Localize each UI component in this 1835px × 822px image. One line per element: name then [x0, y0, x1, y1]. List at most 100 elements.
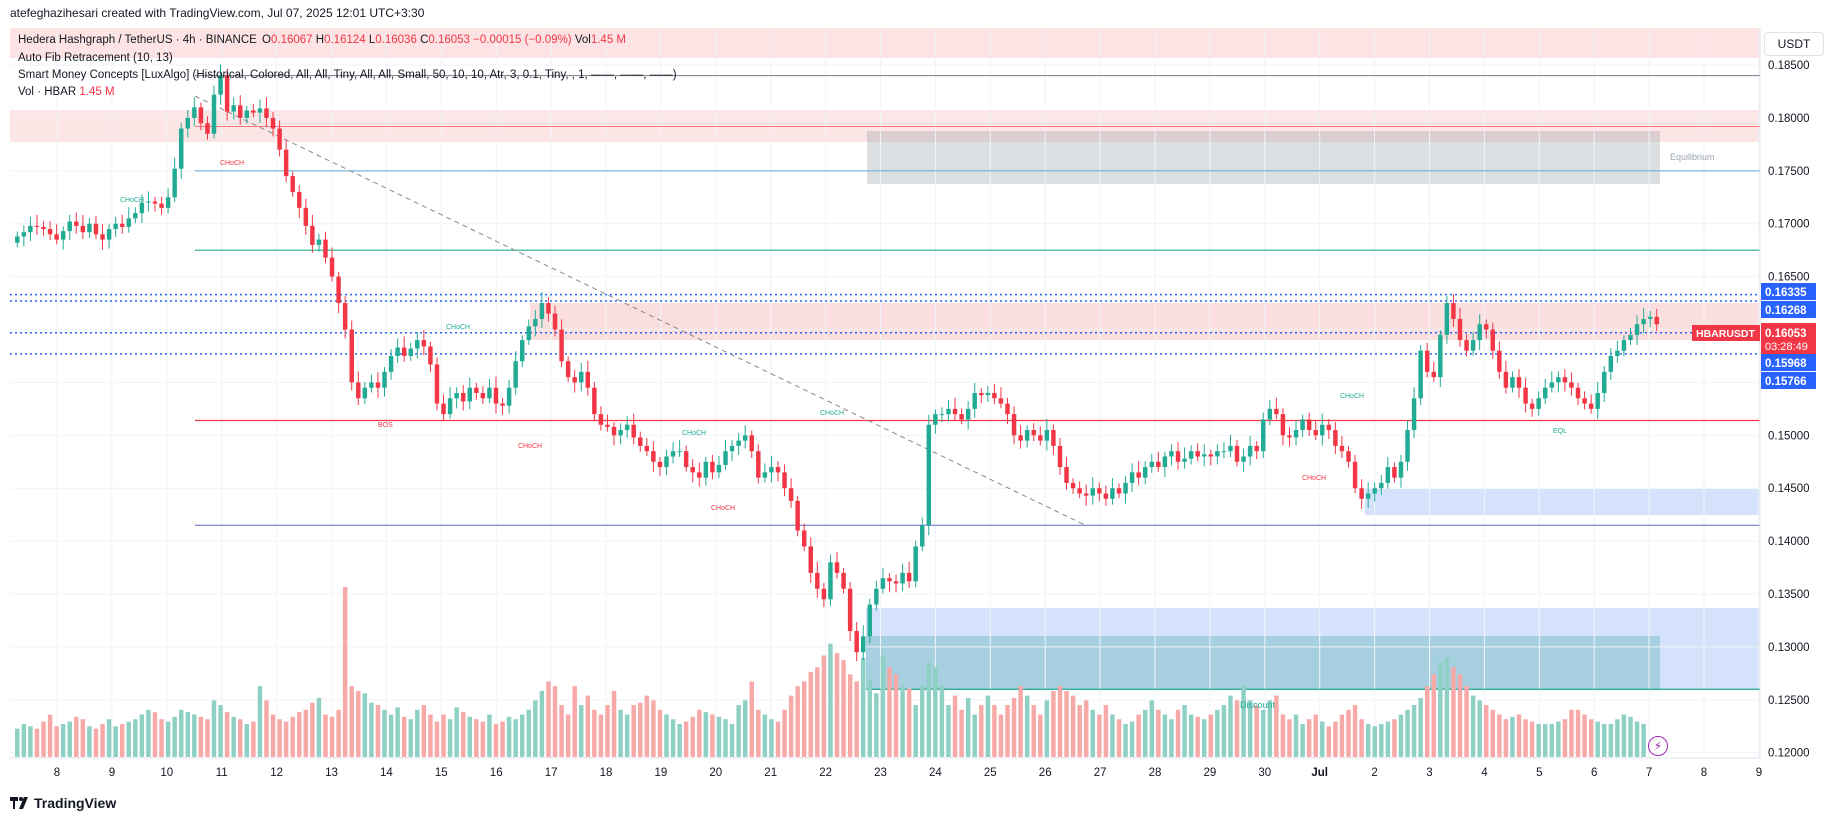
- y-tick-label: 0.12500: [1768, 695, 1810, 707]
- candle-body: [1352, 461, 1358, 489]
- candle-body: [946, 408, 951, 415]
- candle-body: [408, 348, 413, 356]
- candle-body: [533, 318, 538, 327]
- lightning-icon[interactable]: ⚡: [1648, 736, 1668, 756]
- candle-body: [349, 329, 354, 383]
- volume-bar: [1379, 723, 1384, 757]
- candle-body: [605, 424, 610, 427]
- y-tick-label: 0.17000: [1768, 219, 1810, 231]
- legend-volume[interactable]: Vol · HBAR 1.45 M: [18, 86, 115, 98]
- volume-bar: [1385, 721, 1391, 757]
- volume-bar: [198, 716, 204, 757]
- candle-body: [1359, 488, 1364, 499]
- volume-bar: [428, 714, 433, 757]
- candle-body: [1470, 340, 1476, 351]
- candle-body: [1116, 488, 1122, 494]
- candle-body: [664, 456, 669, 468]
- candle-body: [28, 225, 33, 233]
- currency-selector[interactable]: USDT: [1764, 32, 1824, 56]
- volume-bar: [1044, 700, 1050, 757]
- candle-body: [480, 393, 486, 399]
- volume-bar: [185, 712, 191, 757]
- candle-body: [1083, 493, 1089, 496]
- volume-bar: [1188, 714, 1194, 757]
- volume-bar: [375, 705, 381, 757]
- candle-body: [1162, 456, 1168, 468]
- candle-body: [1070, 482, 1076, 489]
- volume-bar: [664, 714, 669, 757]
- candle-body: [1411, 398, 1417, 431]
- y-axis: 0.18500 0.18000 0.17500 0.17000 0.16500 0.160…: [1768, 60, 1810, 760]
- volume-bar: [1097, 714, 1102, 757]
- volume-bar: [434, 721, 440, 757]
- bos-label: BOS: [378, 422, 393, 429]
- candle-body: [1385, 467, 1391, 483]
- candle-body: [697, 472, 702, 478]
- price-label-bg: [1761, 372, 1816, 389]
- candle-body: [1057, 445, 1063, 468]
- candle-body: [677, 451, 682, 453]
- candle-body: [21, 232, 27, 237]
- x-tick-label: 19: [655, 767, 668, 779]
- volume-bar: [1418, 697, 1423, 757]
- candle-body: [1215, 451, 1220, 457]
- volume-bar: [297, 712, 302, 757]
- volume-bar: [1182, 705, 1187, 757]
- candle-body: [1464, 340, 1469, 351]
- choch-label: CHoCH: [1340, 393, 1364, 400]
- candle-body: [729, 445, 735, 452]
- candle-body: [1208, 454, 1214, 457]
- volume-bar: [1142, 709, 1148, 757]
- candle-body: [1188, 451, 1194, 459]
- volume-bar: [1477, 700, 1482, 757]
- volume-bar: [513, 719, 518, 757]
- candle-body: [224, 75, 230, 112]
- volume-bar: [638, 702, 643, 757]
- volume-bar: [1123, 723, 1128, 757]
- volume-bar: [828, 643, 833, 757]
- volume-bar: [611, 690, 617, 757]
- symbol-tag: HBARUSDT: [1696, 328, 1756, 340]
- volume-bar: [861, 657, 866, 757]
- volume-bar: [992, 705, 997, 757]
- volume-bar: [539, 690, 545, 757]
- demand-zone-upper: [1365, 489, 1760, 515]
- candle-body: [1628, 334, 1633, 341]
- candle-body: [1582, 398, 1587, 404]
- volume-bar: [946, 705, 951, 757]
- volume-bar: [1274, 695, 1279, 757]
- x-tick-label: 3: [1426, 767, 1432, 779]
- candle-body: [205, 123, 210, 134]
- volume-bar: [1372, 726, 1377, 757]
- candle-body: [1569, 382, 1574, 388]
- candle-body: [1641, 318, 1646, 325]
- volume-bar: [506, 716, 512, 757]
- volume-bar: [395, 707, 400, 757]
- volume-bar: [1405, 709, 1410, 757]
- x-axis: 8 9 10 11 12 13 14 15 16 17 18 19 20 21 22 23 24 25 26 27 28…: [54, 767, 1762, 779]
- candle-body: [716, 464, 722, 473]
- legend-smc[interactable]: Smart Money Concepts [LuxAlgo] (Historic…: [18, 69, 677, 81]
- legend-fib[interactable]: Auto Fib Retracement (10, 13): [18, 52, 173, 64]
- volume-bar: [369, 702, 374, 757]
- volume-bar: [1575, 709, 1581, 757]
- volume-bar: [1024, 695, 1030, 757]
- x-tick-label: 5: [1536, 767, 1542, 779]
- volume-bar: [920, 686, 925, 757]
- candle-body: [1438, 334, 1443, 378]
- volume-bar: [1149, 700, 1155, 757]
- candle-body: [113, 223, 118, 230]
- volume-bar: [965, 697, 971, 757]
- x-tick-label: 10: [160, 767, 173, 779]
- volume-bar: [1464, 686, 1469, 757]
- candle-body: [428, 346, 433, 365]
- candle-body: [821, 588, 827, 600]
- volume-bar: [821, 655, 827, 757]
- volume-bar: [1202, 719, 1207, 757]
- candle-body: [1543, 387, 1548, 399]
- candle-body: [1490, 329, 1496, 351]
- vol-indicator-value: 1.45 M: [79, 86, 115, 98]
- candle-body: [1346, 451, 1351, 462]
- candle-body: [1274, 408, 1279, 415]
